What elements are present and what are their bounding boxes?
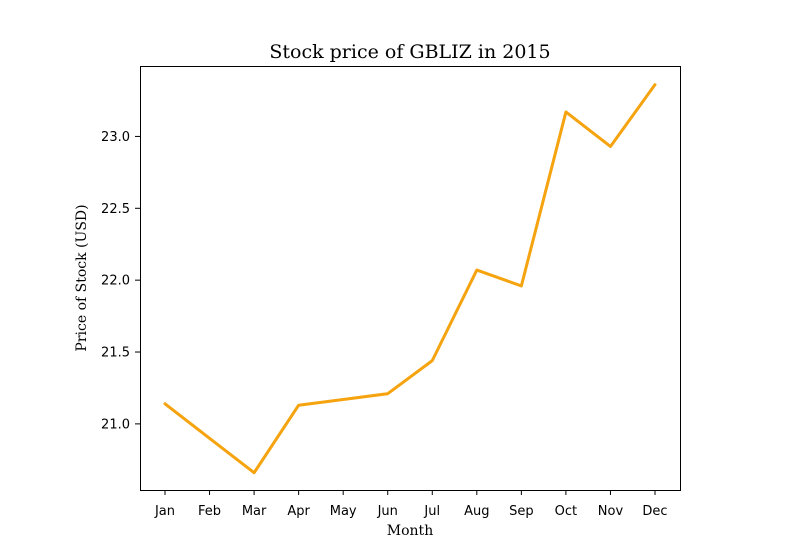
x-tick-label: Feb	[198, 504, 221, 519]
y-tick-label: 22.5	[101, 202, 130, 217]
x-axis-label: Month	[387, 523, 433, 539]
x-axis: Jan Feb Mar Apr May Jun Jul Aug Sep Oct Nov Dec	[154, 490, 668, 519]
x-tick-label: Aug	[464, 504, 489, 519]
x-tick-label: Dec	[642, 504, 667, 519]
x-tick-label: Apr	[287, 504, 310, 519]
x-tick-label: Nov	[598, 504, 624, 519]
x-tick-label: Jun	[377, 504, 398, 519]
y-axis: 21.0 21.5 22.0 22.5 23.0	[101, 130, 140, 432]
series-layer	[163, 83, 657, 475]
series-line	[163, 83, 657, 475]
y-tick-label: 21.5	[101, 346, 130, 361]
chart-title: Stock price of GBLIZ in 2015	[269, 41, 550, 63]
y-tick-label: 22.0	[101, 274, 130, 289]
x-tick-label: Jul	[423, 504, 440, 519]
x-tick-label: Jan	[154, 504, 175, 519]
x-tick-label: Sep	[509, 504, 534, 519]
x-tick-label: May	[330, 504, 357, 519]
y-tick-label: 21.0	[101, 417, 130, 432]
y-axis-label: Price of Stock (USD)	[74, 204, 90, 351]
x-tick-label: Mar	[242, 504, 267, 519]
y-tick-label: 23.0	[101, 130, 130, 145]
plot-frame	[140, 66, 681, 491]
x-tick-label: Oct	[555, 504, 577, 519]
